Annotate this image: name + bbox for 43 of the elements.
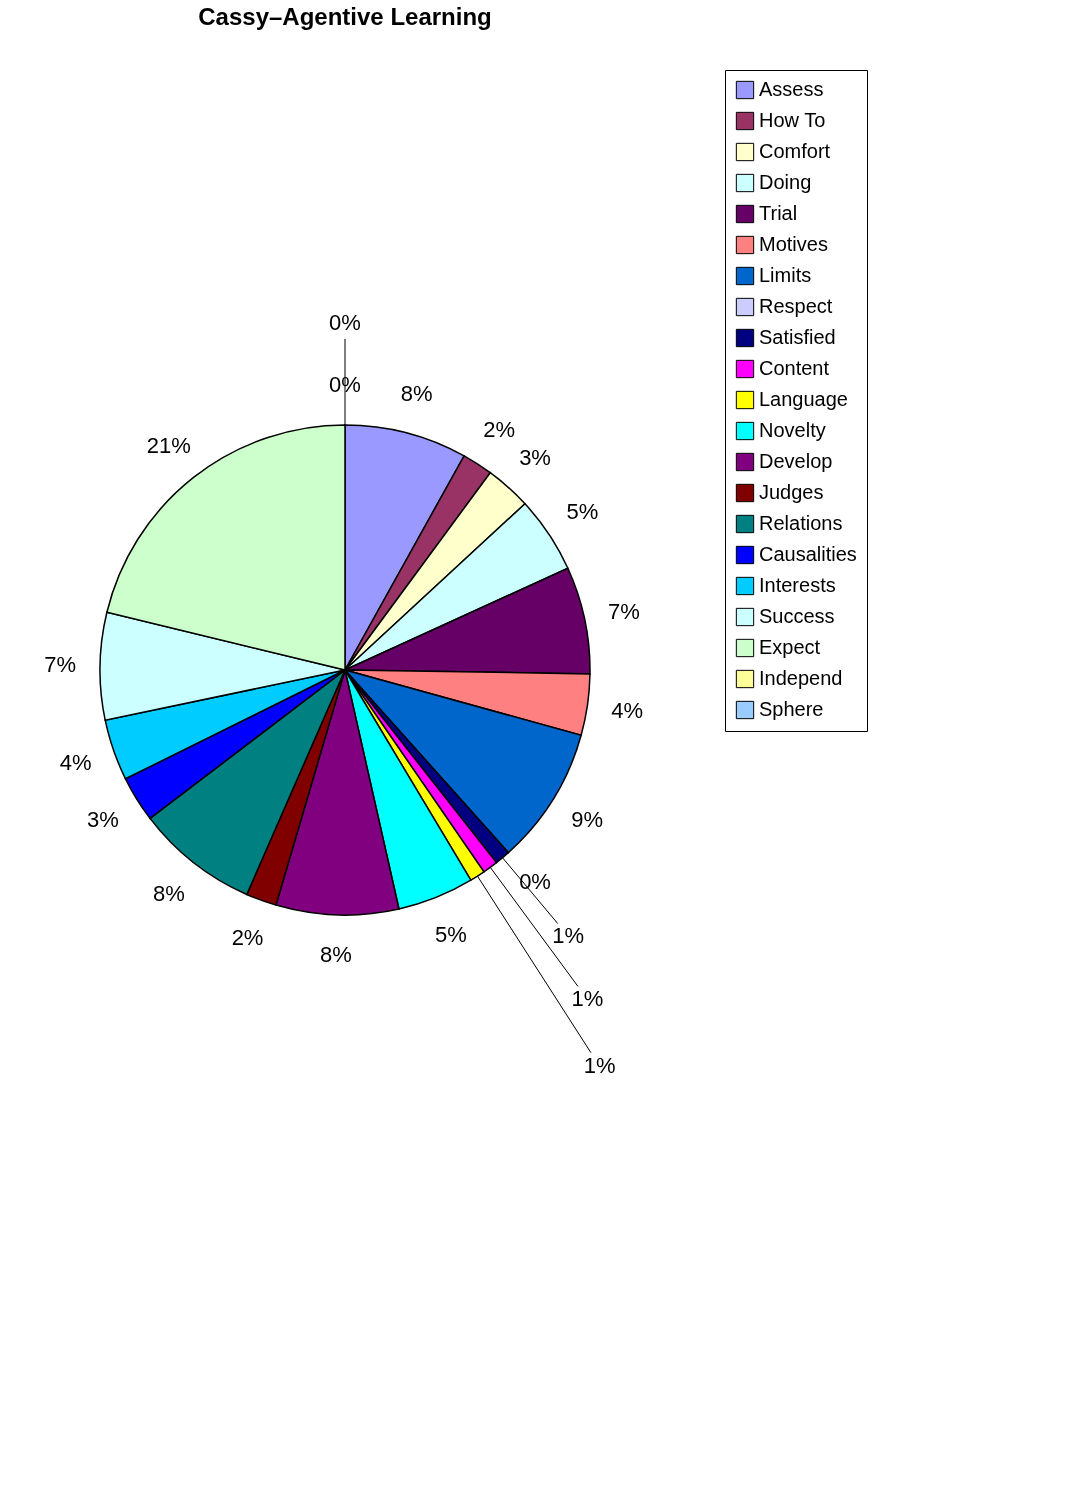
- data-label: 7%: [44, 652, 76, 678]
- data-label: 3%: [86, 807, 119, 833]
- data-label: 7%: [608, 598, 640, 624]
- data-label: 2%: [483, 417, 515, 443]
- legend-label: Independ: [759, 667, 843, 689]
- data-label: 4%: [611, 697, 643, 723]
- legend-label: Success: [759, 605, 835, 627]
- legend-label: Assess: [759, 78, 824, 100]
- legend-label: Respect: [759, 295, 833, 317]
- legend-label: Motives: [759, 233, 828, 255]
- legend-label: Develop: [759, 450, 833, 472]
- data-label: 9%: [571, 807, 604, 833]
- data-label: 5%: [435, 921, 467, 947]
- text: 0%: [519, 869, 551, 895]
- legend-label: How To: [759, 109, 826, 131]
- data-label: 4%: [59, 750, 92, 776]
- legend-label: Language: [759, 388, 848, 410]
- legend-label: Satisfied: [759, 326, 836, 348]
- text: 0%: [329, 372, 361, 397]
- legend-label: Judges: [759, 481, 824, 503]
- legend-label: Interests: [759, 574, 836, 596]
- data-label: 1%: [571, 986, 604, 1012]
- legend-label: Limits: [759, 264, 812, 286]
- data-label: 2%: [231, 924, 264, 950]
- legend-label: Causalities: [759, 543, 857, 565]
- legend-label: Expect: [759, 636, 821, 658]
- legend-label: Trial: [759, 202, 798, 224]
- data-label: 8%: [320, 941, 352, 967]
- legend-label: Doing: [759, 171, 812, 193]
- legend-label: Comfort: [759, 140, 831, 162]
- chart-title: Cassy–Agentive Learning: [198, 2, 492, 30]
- data-label: 1%: [552, 922, 584, 948]
- data-label: 8%: [400, 381, 433, 407]
- data-label: 1%: [583, 1053, 616, 1079]
- data-label: 5%: [566, 499, 599, 525]
- legend-label: Novelty: [759, 419, 826, 441]
- legend-label: Sphere: [759, 698, 824, 720]
- text: 0%: [329, 310, 361, 335]
- legend-label: Content: [759, 357, 830, 379]
- data-label: 3%: [519, 444, 551, 470]
- data-label: 21%: [146, 432, 191, 458]
- legend-label: Relations: [759, 512, 843, 534]
- data-label: 8%: [152, 881, 185, 907]
